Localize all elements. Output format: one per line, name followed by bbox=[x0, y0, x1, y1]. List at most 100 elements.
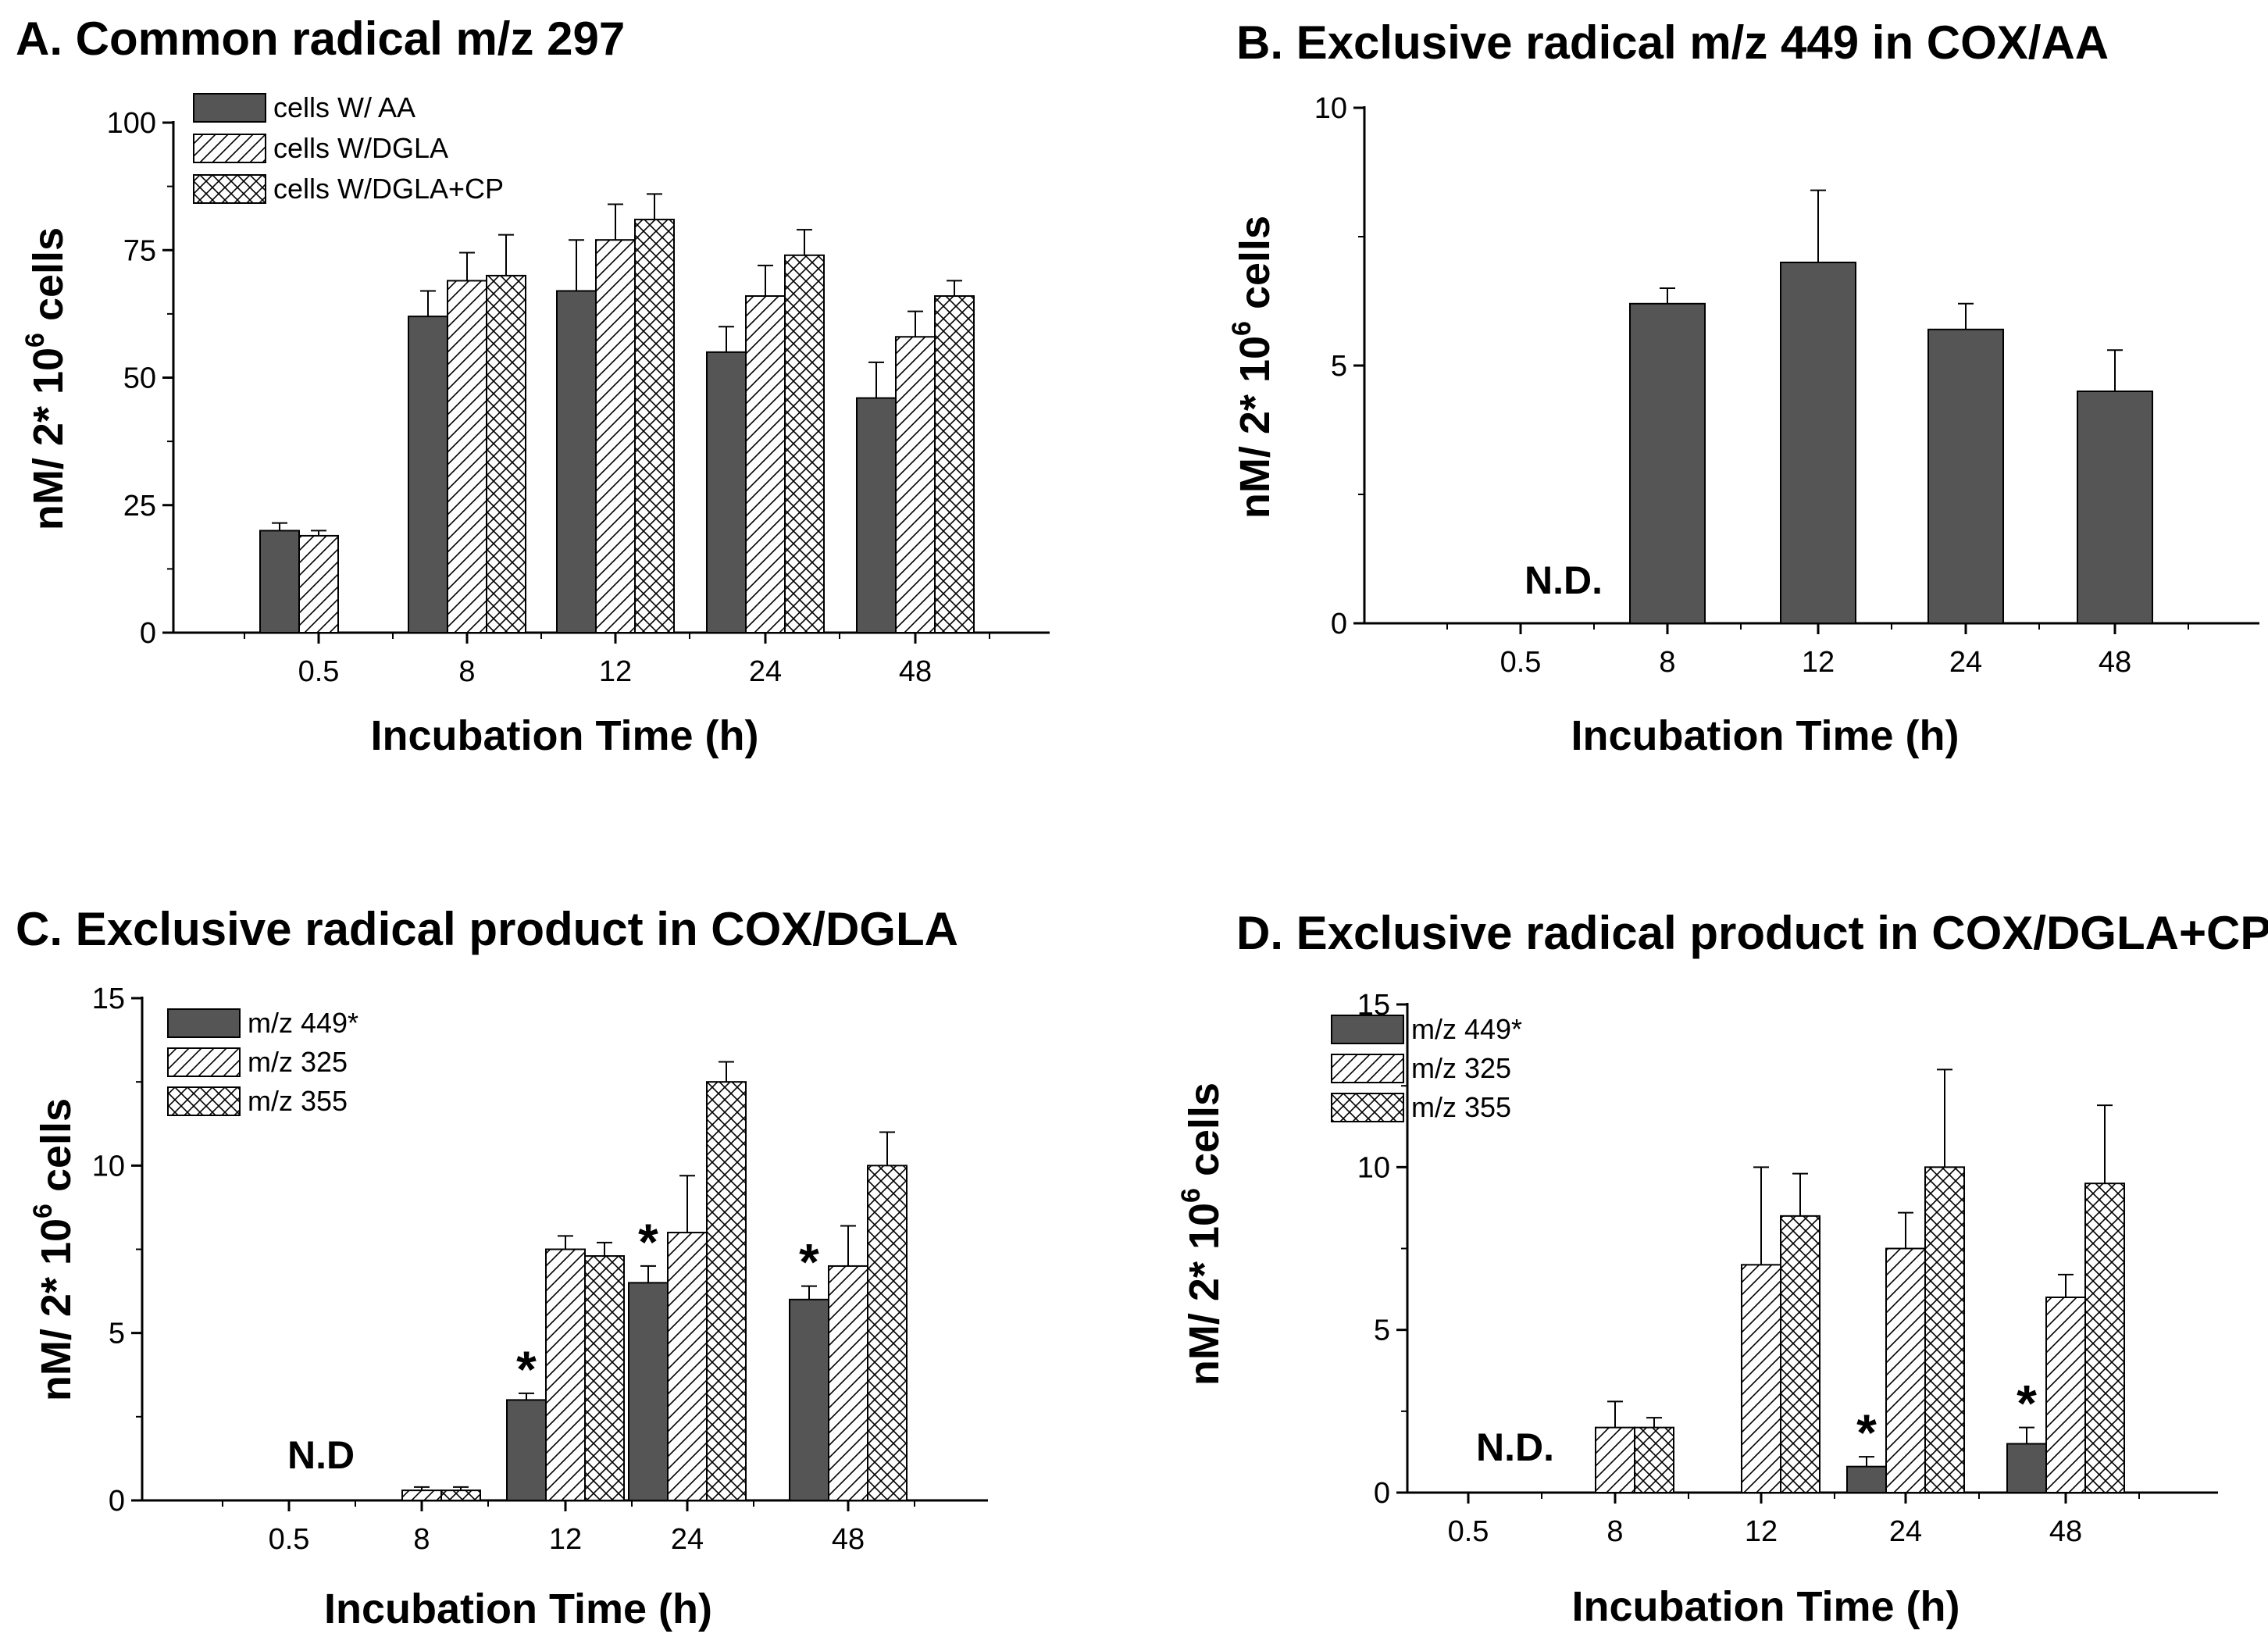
legend-swatch bbox=[167, 1047, 241, 1077]
x-tick-label: 48 bbox=[899, 655, 932, 688]
y-title-superscript: 6 bbox=[28, 1204, 58, 1218]
title-text: Exclusive radical product in COX/DGLA+CP bbox=[1296, 907, 2268, 959]
x-tick-label: 24 bbox=[671, 1523, 704, 1556]
bar-d-s1-c4 bbox=[2045, 1297, 2086, 1493]
significance-star: * bbox=[1856, 1404, 1877, 1461]
x-tick-label: 24 bbox=[1949, 646, 1982, 679]
title-text: Common radical m/z 297 bbox=[76, 12, 626, 65]
y-title-main: nM/ 2* 10 bbox=[25, 348, 72, 530]
bar-d-s1-c2 bbox=[1741, 1264, 1781, 1494]
y-title-superscript: 6 bbox=[1176, 1188, 1206, 1203]
bar-d-s0-c3 bbox=[1846, 1465, 1887, 1493]
bar-a-s0-c0 bbox=[259, 530, 300, 634]
x-tick-label: 24 bbox=[1889, 1515, 1922, 1548]
bar-b-s0-c2 bbox=[1780, 262, 1856, 624]
bar-a-s1-c4 bbox=[895, 336, 936, 633]
panel-b: B. Exclusive radical m/z 449 in COX/AA 0 5… bbox=[1227, 16, 2259, 759]
bar-a-s2-c3 bbox=[784, 254, 825, 633]
legend-label: m/z 449* bbox=[248, 1007, 358, 1039]
chart-title: A. Common radical m/z 297 bbox=[16, 12, 625, 65]
y-tick-label: 15 bbox=[92, 983, 125, 1015]
y-tick-label: 100 bbox=[107, 107, 156, 140]
y-tick-label: 25 bbox=[123, 490, 156, 523]
bar-a-s1-c1 bbox=[447, 280, 487, 633]
x-axis-title: Incubation Time (h) bbox=[1572, 1583, 1960, 1630]
x-tick-label: 8 bbox=[1606, 1515, 1623, 1548]
y-tick-label: 5 bbox=[109, 1318, 125, 1350]
chart-title: D. Exclusive radical product in COX/DGLA… bbox=[1236, 907, 2268, 959]
chart-title: B. Exclusive radical m/z 449 in COX/AA bbox=[1236, 16, 2109, 69]
x-tick-label: 12 bbox=[1802, 646, 1835, 679]
bar-a-s2-c4 bbox=[934, 295, 975, 633]
y-axis-title: nM/ 2* 106 cells bbox=[20, 227, 72, 530]
legend-swatch bbox=[167, 1008, 241, 1038]
y-axis-title: nM/ 2* 106 cells bbox=[28, 1098, 80, 1401]
legend-swatch bbox=[1331, 1093, 1404, 1122]
title-prefix: B. bbox=[1236, 16, 1296, 69]
title-text: Exclusive radical m/z 449 in COX/AA bbox=[1296, 16, 2109, 69]
bar-d-s2-c3 bbox=[1924, 1166, 1965, 1494]
y-tick-label: 10 bbox=[1314, 92, 1347, 125]
bar-d-s1-c3 bbox=[1885, 1247, 1926, 1493]
y-tick-label: 10 bbox=[1357, 1151, 1390, 1184]
bar-c-s2-c1 bbox=[440, 1489, 481, 1502]
x-tick-label: 12 bbox=[1745, 1515, 1778, 1548]
y-title-rest: cells bbox=[33, 1098, 80, 1204]
panel-a: A. Common radical m/z 297 0 25 50 75 100 0.5 8 1… bbox=[16, 12, 1050, 759]
bar-d-s2-c4 bbox=[2084, 1183, 2125, 1493]
bar-b-s0-c1 bbox=[1629, 302, 1706, 624]
bar-a-s0-c1 bbox=[408, 316, 448, 633]
legend-swatch bbox=[193, 174, 266, 204]
bar-d-s1-c1 bbox=[1595, 1426, 1635, 1493]
y-title-rest: cells bbox=[25, 227, 72, 333]
x-tick-label: 0.5 bbox=[1500, 646, 1542, 679]
y-title-rest: cells bbox=[1232, 216, 1278, 321]
bar-d-s0-c4 bbox=[2006, 1443, 2047, 1493]
x-axis-title: Incubation Time (h) bbox=[371, 712, 759, 759]
x-axis-title: Incubation Time (h) bbox=[1571, 712, 1960, 759]
legend-swatch bbox=[193, 134, 266, 163]
bar-c-s1-c4 bbox=[828, 1265, 868, 1502]
x-tick-label: 0.5 bbox=[1448, 1515, 1489, 1548]
panel-d: D. Exclusive radical product in COX/DGLA… bbox=[1176, 907, 2268, 1630]
title-prefix: A. bbox=[16, 12, 76, 65]
x-tick-label: 12 bbox=[549, 1523, 582, 1556]
bar-c-s0-c2 bbox=[506, 1399, 547, 1502]
not-detected-label: N.D bbox=[287, 1433, 355, 1477]
significance-star: * bbox=[799, 1233, 819, 1291]
y-title-rest: cells bbox=[1181, 1083, 1228, 1188]
significance-star: * bbox=[2017, 1375, 2037, 1432]
y-tick-label: 0 bbox=[109, 1485, 125, 1518]
bar-b-s0-c3 bbox=[1927, 328, 2004, 624]
y-tick-label: 0 bbox=[1374, 1477, 1390, 1510]
bar-c-s1-c3 bbox=[667, 1232, 708, 1501]
bar-c-s0-c4 bbox=[789, 1298, 829, 1502]
bar-a-s2-c2 bbox=[634, 219, 675, 633]
title-text: Exclusive radical product in COX/DGLA bbox=[76, 903, 958, 955]
not-detected-label: N.D. bbox=[1524, 558, 1603, 602]
y-title-main: nM/ 2* 10 bbox=[1232, 336, 1278, 519]
x-tick-label: 48 bbox=[2099, 646, 2131, 679]
bar-a-s2-c1 bbox=[486, 274, 526, 633]
x-tick-label: 8 bbox=[1659, 646, 1675, 679]
bar-a-s0-c3 bbox=[706, 351, 747, 633]
legend-swatch bbox=[1331, 1054, 1404, 1083]
y-tick-label: 0 bbox=[1331, 608, 1347, 640]
legend-label: m/z 355 bbox=[1411, 1091, 1511, 1123]
x-axis-title: Incubation Time (h) bbox=[324, 1586, 712, 1632]
bar-d-s2-c2 bbox=[1780, 1215, 1820, 1494]
legend-swatch bbox=[1331, 1015, 1404, 1044]
legend-label: m/z 449* bbox=[1411, 1013, 1522, 1045]
legend-label: m/z 325 bbox=[248, 1046, 348, 1078]
y-tick-label: 75 bbox=[123, 234, 156, 267]
y-tick-label: 50 bbox=[123, 362, 156, 395]
bar-a-s1-c2 bbox=[595, 239, 636, 633]
y-tick-label: 0 bbox=[140, 617, 156, 650]
x-tick-label: 24 bbox=[749, 655, 782, 688]
x-tick-label: 0.5 bbox=[269, 1523, 310, 1556]
not-detected-label: N.D. bbox=[1476, 1425, 1554, 1469]
y-title-main: nM/ 2* 10 bbox=[1181, 1203, 1228, 1386]
y-tick-label: 5 bbox=[1374, 1315, 1390, 1347]
y-axis-title: nM/ 2* 106 cells bbox=[1227, 216, 1278, 519]
